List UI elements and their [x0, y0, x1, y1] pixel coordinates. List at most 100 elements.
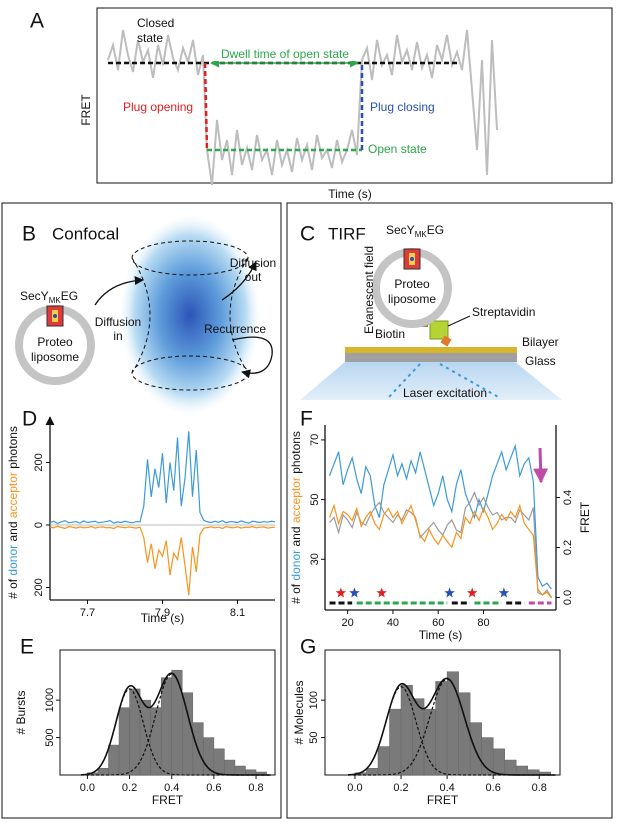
panel-label: D [22, 408, 37, 431]
x-tick-label: 0.0 [80, 782, 95, 794]
series-line [328, 503, 552, 599]
protein-sub: MK [415, 230, 428, 239]
y-tick-label: 50 [309, 493, 321, 505]
volume-outline [131, 257, 249, 374]
diffusion-in-label: Diffusion [95, 315, 141, 329]
panel-label: G [300, 636, 316, 659]
histogram-bar [108, 744, 120, 776]
glass-label: Glass [525, 354, 556, 368]
protein-name: SecY [386, 223, 415, 237]
x-tick-label: 40 [387, 617, 399, 629]
protein-sub: MK [49, 296, 62, 305]
event-star [466, 587, 478, 598]
x-axis-label: Time (s) [328, 187, 372, 201]
protein-label: SecYMKEG [20, 289, 78, 305]
histogram-bar [213, 748, 225, 776]
panel-title: TIRF [328, 224, 366, 243]
histogram-bar [504, 759, 517, 776]
x-tick-label: 0.6 [486, 782, 501, 794]
protein-name: SecY [20, 289, 49, 303]
event-star [349, 587, 360, 598]
y-label-part: donor [6, 545, 20, 576]
histogram-bar [400, 684, 413, 776]
y2-axis-label: FRET [578, 501, 592, 533]
y-label-part: acceptor [6, 472, 20, 518]
y-tick-label: 70 [309, 434, 321, 446]
histogram-bar [423, 708, 436, 776]
fit-sum [348, 677, 556, 776]
panel-frame [286, 202, 613, 819]
glass [345, 353, 517, 362]
y-axis-label: # Bursts [14, 690, 28, 734]
histogram-bar [366, 768, 379, 776]
fit-sum [81, 672, 271, 776]
y-label-part: acceptor [289, 477, 303, 523]
frame [96, 7, 613, 184]
y2-tick-label: 0.2 [562, 540, 574, 555]
diffusion-out-label: out [245, 270, 262, 284]
liposome-label: liposome [31, 350, 79, 364]
dwell-label: Dwell time of open state [221, 47, 349, 61]
x-tick-label: 0.8 [248, 782, 263, 794]
chart: D 7.7 7.9 8.1 200 0 200 Time (s) # of donor and … [6, 408, 276, 625]
panel-b: B Confocal Diffusion in Diffusion out Re… [1, 202, 282, 819]
y-label-part: donor [289, 550, 303, 581]
y-tick-label: 500 [44, 728, 56, 746]
biotin-label: Biotin [375, 327, 405, 341]
x-tick-label: 0.2 [393, 782, 408, 794]
x-axis-label: Time (s) [419, 628, 463, 642]
y-axis-label: # Molecules [292, 680, 306, 744]
histogram-bar [492, 748, 505, 776]
protein-label: SecYMKEG [386, 223, 444, 239]
histogram-bar [171, 669, 183, 776]
protein-suffix: EG [427, 223, 444, 237]
series-line [328, 443, 552, 590]
x-axis-label: Time (s) [141, 611, 185, 625]
x-tick-label: 0.0 [347, 782, 362, 794]
y2-tick-label: 0.4 [562, 490, 574, 505]
liposome-label: Proteo [394, 277, 430, 291]
x-tick-label: 0.2 [122, 782, 137, 794]
y-tick-label: 200 [33, 578, 45, 596]
series-line [49, 431, 276, 525]
label-bg [210, 48, 360, 61]
panel-label: B [22, 223, 36, 246]
y-axis-label: # of donor and acceptor photons [6, 426, 20, 599]
y-axis-label: FRET [79, 94, 93, 126]
y-label-part: and [6, 518, 20, 545]
evanescent-label: Evanescent field [362, 246, 376, 334]
histogram-bar [515, 765, 528, 776]
streptavidin [429, 320, 449, 340]
dye [53, 314, 57, 318]
panel-label: F [300, 408, 313, 431]
x-tick-label: 80 [477, 617, 489, 629]
y-tick-label: 200 [33, 453, 45, 471]
event-star [444, 587, 455, 598]
bilayer-label: Bilayer [522, 335, 559, 349]
y-label-part: # of [289, 581, 303, 604]
histogram-bar [389, 708, 402, 776]
x-tick-label: 20 [342, 617, 354, 629]
dye [410, 257, 414, 261]
histogram-bar [182, 692, 194, 776]
panel-a: A Dwell time of open state Closed state … [30, 7, 613, 201]
histogram-bar [97, 768, 109, 776]
event-star [498, 587, 510, 598]
closed-label: state [137, 31, 163, 45]
y-tick-label: 50 [308, 731, 320, 743]
diffusion-in-label: in [113, 329, 122, 343]
panel-title: Confocal [52, 224, 119, 243]
x-tick-label: 60 [432, 617, 444, 629]
event-star [335, 587, 347, 598]
x-tick-label: 0.8 [532, 782, 547, 794]
histogram-bar [234, 765, 246, 776]
biotin [440, 335, 452, 347]
x-tick-label: 0.4 [164, 782, 179, 794]
histogram-bar [469, 722, 482, 776]
x-tick-label: 0.6 [206, 782, 221, 794]
x-tick-label: 7.9 [155, 607, 170, 619]
panel-label: A [30, 10, 44, 33]
arrow [94, 275, 144, 306]
y-label-part: photons [6, 426, 20, 472]
